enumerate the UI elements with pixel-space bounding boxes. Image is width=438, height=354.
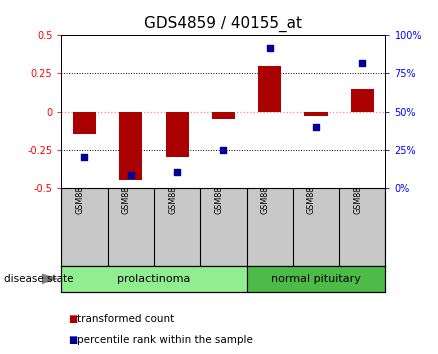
Bar — [304, 112, 328, 116]
Text: normal pituitary: normal pituitary — [271, 274, 361, 284]
Bar — [351, 88, 374, 112]
Bar — [73, 112, 96, 134]
Text: GSM887863: GSM887863 — [214, 166, 223, 214]
Text: GSM887865: GSM887865 — [307, 166, 316, 214]
Point — [127, 173, 134, 178]
Text: GDS4859 / 40155_at: GDS4859 / 40155_at — [145, 16, 302, 32]
Text: disease state: disease state — [4, 274, 74, 284]
Bar — [61, 266, 247, 292]
Point — [359, 60, 366, 65]
Point — [220, 147, 227, 152]
Text: GSM887866: GSM887866 — [353, 166, 362, 214]
Text: percentile rank within the sample: percentile rank within the sample — [77, 335, 253, 345]
Point — [173, 170, 180, 175]
Bar — [119, 112, 142, 180]
Text: GSM887860: GSM887860 — [75, 166, 85, 214]
Polygon shape — [42, 273, 58, 284]
Bar — [258, 66, 281, 112]
Point — [312, 124, 319, 130]
Text: ■: ■ — [68, 335, 77, 345]
Bar — [166, 112, 189, 157]
Point — [266, 45, 273, 50]
Text: GSM887862: GSM887862 — [168, 166, 177, 214]
Bar — [212, 112, 235, 119]
Text: prolactinoma: prolactinoma — [117, 274, 191, 284]
Point — [81, 154, 88, 160]
Text: GSM887861: GSM887861 — [122, 166, 131, 214]
Bar — [247, 266, 385, 292]
Text: GSM887864: GSM887864 — [261, 166, 270, 214]
Text: transformed count: transformed count — [77, 314, 174, 324]
Text: ■: ■ — [68, 314, 77, 324]
